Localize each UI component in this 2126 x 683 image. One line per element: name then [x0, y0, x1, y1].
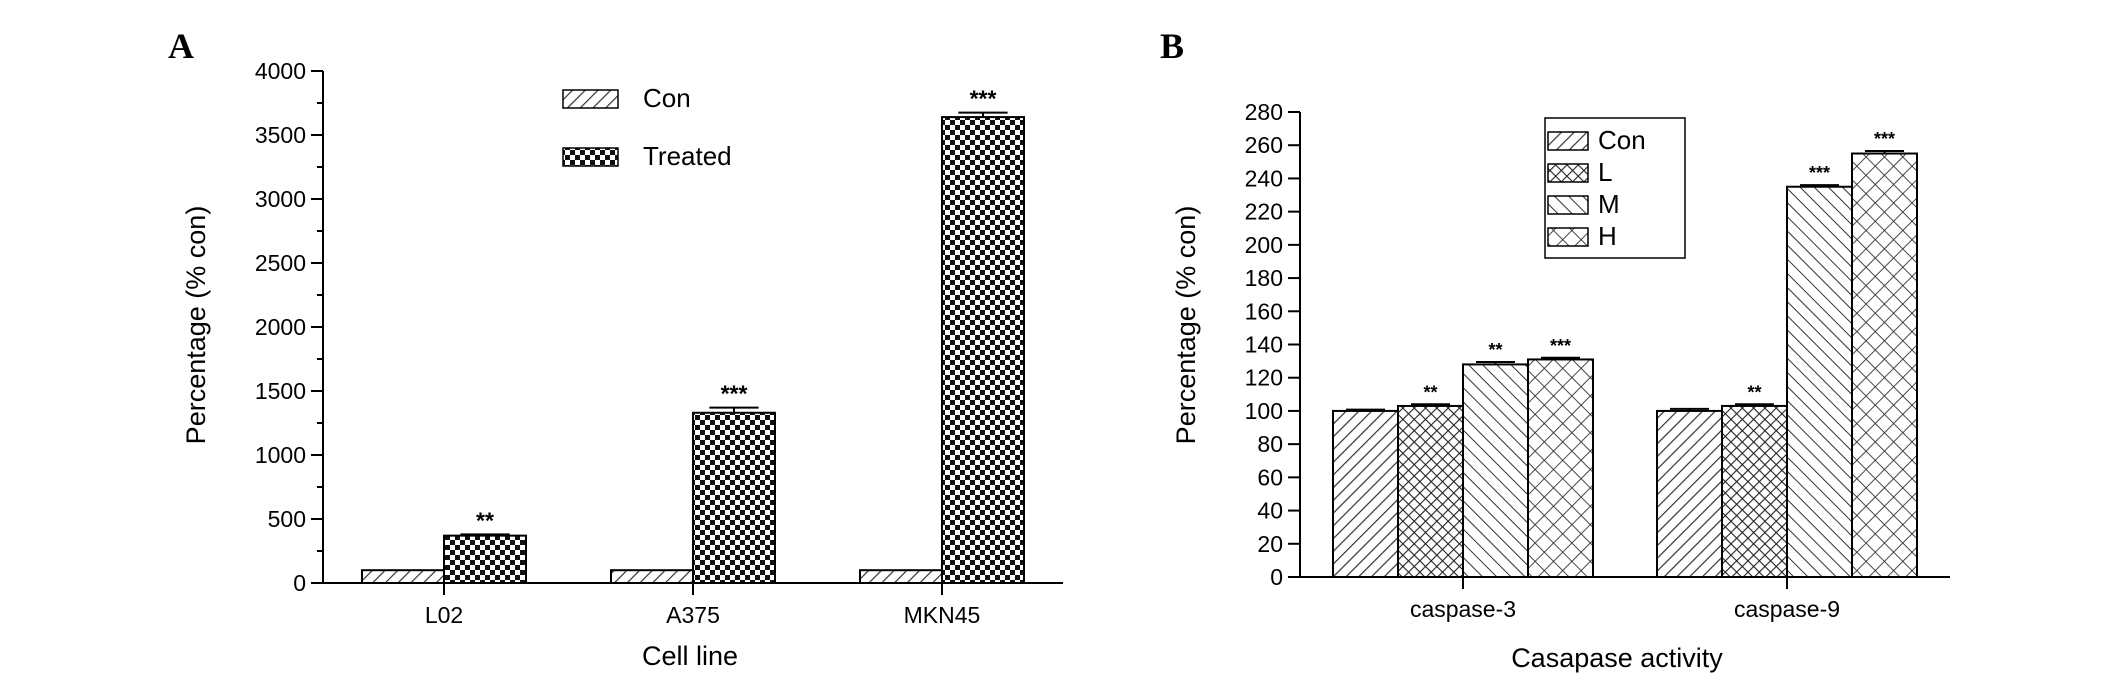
panel-b-y-tick-label: 40 [1257, 498, 1283, 524]
panel-a-y-axis-label: Percentage (% con) [181, 206, 211, 445]
panel-b-significance-mark: ** [1747, 382, 1761, 402]
panel-a-bar-treated-mkn45 [941, 116, 1025, 585]
panel-a-significance-mark: ** [476, 507, 494, 533]
panel-b-significance-mark: ** [1423, 382, 1437, 402]
panel-a-bar-con-mkn45 [859, 569, 943, 585]
panel-a-significance-mark: *** [721, 381, 748, 407]
panel-b-y-tick-label: 280 [1245, 99, 1283, 125]
panel-b-y-tick-label: 180 [1245, 265, 1283, 291]
panel-b-legend-swatch [1547, 163, 1589, 183]
panel-b-y-axis-label: Percentage (% con) [1171, 206, 1201, 445]
panel-b-bar-con-caspase-3 [1332, 409, 1399, 578]
panel-b-bar-l-caspase-3 [1397, 404, 1464, 579]
panel-b-y-tick-label: 220 [1245, 199, 1283, 225]
panel-a-letter: A [168, 26, 194, 66]
panel-b-y-tick-label: 140 [1245, 332, 1283, 358]
panel-b-y-tick-label: 160 [1245, 298, 1283, 324]
panel-b-y-tick-label: 240 [1245, 165, 1283, 191]
panel-a-legend-swatch [562, 89, 619, 109]
panel-a-y-tick-label: 1500 [255, 378, 306, 404]
panel-a-x-tick-label: MKN45 [904, 602, 981, 628]
panel-b-y-tick-label: 120 [1245, 365, 1283, 391]
panel-b-legend-swatch [1547, 131, 1589, 151]
panel-a-bar-treated-l02 [443, 534, 527, 585]
panel-a-y-tick-label: 500 [268, 506, 306, 532]
panel-b-legend-swatch [1547, 227, 1589, 247]
panel-b-y-tick-label: 200 [1245, 232, 1283, 258]
panel-a-y-tick-label: 3000 [255, 186, 306, 212]
panel-a-y-tick-label: 3500 [255, 122, 306, 148]
panel-a-y-tick-label: 2500 [255, 250, 306, 276]
panel-b-x-tick-label: caspase-3 [1410, 596, 1516, 622]
panel-b-y-tick-label: 60 [1257, 464, 1283, 490]
panel-a-x-tick-label: A375 [666, 602, 720, 628]
panel-b-legend-label: Con [1598, 125, 1646, 155]
panel-a-chart: A Percentage (% con) Cell line 0 500 1000 1… [168, 26, 1063, 671]
panel-b-y-tick-label: 260 [1245, 132, 1283, 158]
panel-b-bar-con-caspase-9 [1656, 409, 1723, 578]
panel-b-legend-label: L [1598, 157, 1612, 187]
panel-b-significance-mark: *** [1550, 336, 1571, 356]
panel-b-significance-mark: *** [1874, 129, 1895, 149]
panel-a-legend-label: Con [643, 83, 691, 113]
panel-b-bar-m-caspase-9 [1786, 185, 1853, 578]
panel-b-chart: B Percentage (% con) Casapase activity 0… [1160, 26, 1950, 673]
panel-a-x-tick-label: L02 [425, 602, 463, 628]
panel-b-y-tick-label: 0 [1270, 564, 1283, 590]
panel-a-bar-con-l02 [361, 569, 445, 585]
panel-b-bar-h-caspase-9 [1851, 152, 1918, 578]
panel-b-y-tick-label: 80 [1257, 431, 1283, 457]
panel-a-x-axis-label: Cell line [642, 641, 738, 671]
panel-b-legend-label: H [1598, 221, 1617, 251]
panel-b-letter: B [1160, 26, 1184, 66]
panel-a-y-tick-label: 1000 [255, 442, 306, 468]
panel-a-y-tick-label: 0 [293, 570, 306, 596]
panel-a-legend-label: Treated [643, 141, 732, 171]
panel-b-y-tick-label: 20 [1257, 531, 1283, 557]
panel-b-significance-mark: ** [1488, 340, 1502, 360]
panel-b-bar-l-caspase-9 [1721, 404, 1788, 579]
panel-b-legend-label: M [1598, 189, 1620, 219]
panel-a-y-tick-label: 4000 [255, 58, 306, 84]
panel-b-x-tick-label: caspase-9 [1734, 596, 1840, 622]
panel-a-legend-swatch [562, 147, 619, 167]
panel-b-legend-swatch [1547, 195, 1589, 215]
panel-b-x-axis-label: Casapase activity [1511, 643, 1723, 673]
panel-a-significance-mark: *** [970, 86, 997, 112]
panel-b-bar-h-caspase-3 [1527, 358, 1594, 579]
panel-b-bar-m-caspase-3 [1462, 363, 1529, 578]
panel-b-y-tick-label: 100 [1245, 398, 1283, 424]
panel-b-significance-mark: *** [1809, 163, 1830, 183]
panel-a-y-tick-label: 2000 [255, 314, 306, 340]
panel-a-bar-con-a375 [610, 569, 694, 585]
panel-a-bar-treated-a375 [692, 411, 776, 585]
